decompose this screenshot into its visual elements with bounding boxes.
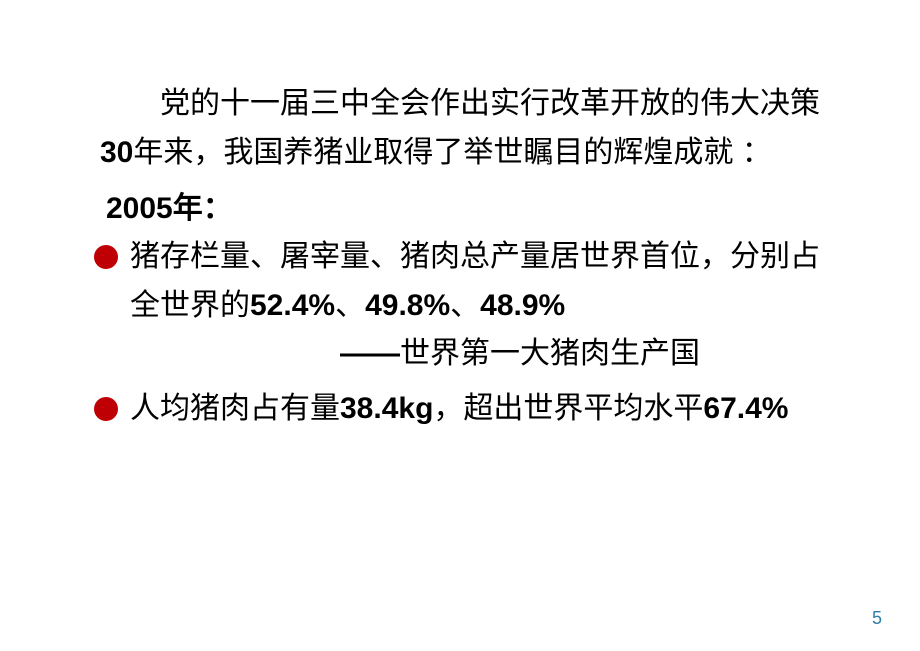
bullet-item-2: 人均猪肉占有量38.4kg，超出世界平均水平67.4% [100, 385, 830, 434]
year-suffix: 年： [173, 192, 233, 225]
bullet2-text-b: ，超出世界平均水平 [433, 392, 703, 425]
bullet1-sep2: 、 [450, 289, 480, 322]
bullet-list: 猪存栏量、屠宰量、猪肉总产量居世界首位，分别占全世界的52.4%、49.8%、4… [100, 233, 830, 433]
intro-text-b: 年来，我国养猪业取得了举世瞩目的辉煌成就 ： [133, 136, 771, 169]
bullet1-subline: ——世界第一大猪肉生产国 [210, 330, 830, 379]
year-line: 2005年： [106, 183, 830, 227]
page-number: 5 [872, 608, 882, 629]
intro-paragraph: 党的十一届三中全会作出实行改革开放的伟大决策 30年来，我国养猪业取得了举世瞩目的… [100, 80, 830, 177]
bullet1-pct2: 49.8% [365, 289, 450, 322]
bullet1-pct1: 52.4% [250, 289, 335, 322]
intro-years: 30 [100, 136, 133, 169]
bullet2-pct: 67.4% [703, 392, 788, 425]
bullet-item-1: 猪存栏量、屠宰量、猪肉总产量居世界首位，分别占全世界的52.4%、49.8%、4… [100, 233, 830, 379]
bullet2-val: 38.4kg [340, 392, 433, 425]
intro-text-a: 党的十一届三中全会作出实行改革开放的伟大决策 [160, 87, 820, 120]
year-value: 2005 [106, 192, 173, 225]
bullet2-text-a: 人均猪肉占有量 [130, 392, 340, 425]
slide: 党的十一届三中全会作出实行改革开放的伟大决策 30年来，我国养猪业取得了举世瞩目的… [0, 0, 920, 651]
bullet1-sep1: 、 [335, 289, 365, 322]
bullet1-dash: —— [340, 337, 400, 370]
bullet1-subtext: 世界第一大猪肉生产国 [400, 337, 700, 370]
bullet1-pct3: 48.9% [480, 289, 565, 322]
